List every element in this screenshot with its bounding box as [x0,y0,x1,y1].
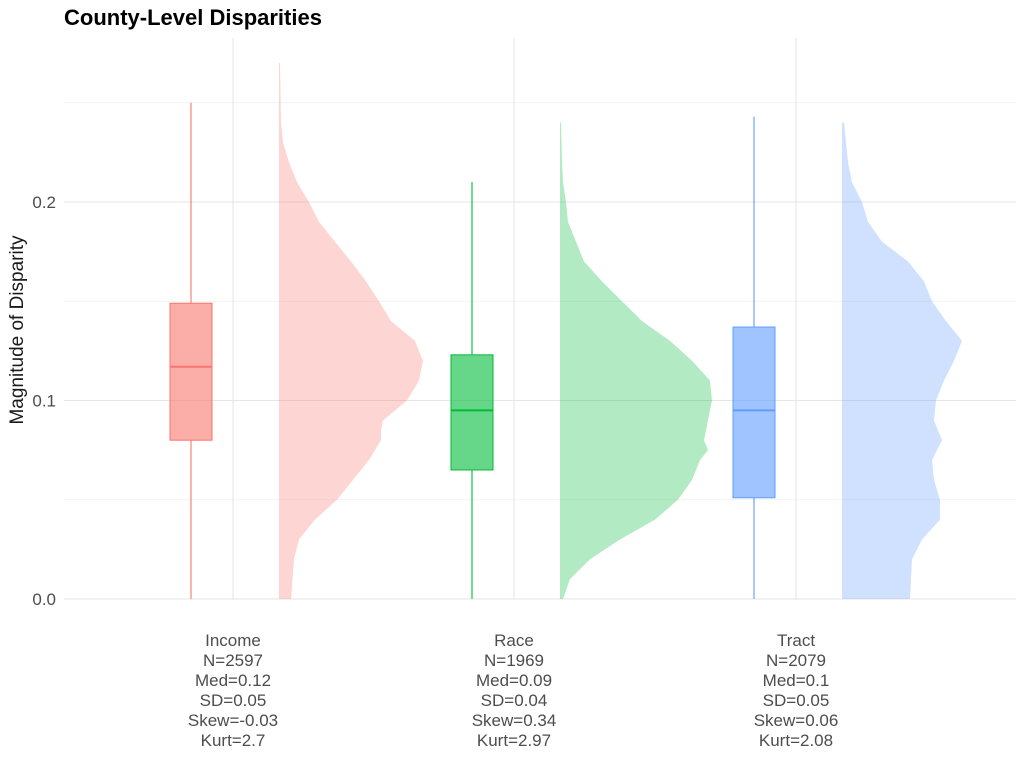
category-stat: Kurt=2.08 [758,731,834,750]
x-tick-label-tract: Tract N=2079 Med=0.1 SD=0.05 Skew=0.06 Kurt=2… [711,631,881,751]
category-stat: N=1969 [483,651,545,670]
y-tick-label: 0.1 [32,392,56,411]
density-cloud-race [560,122,712,599]
density-cloud-tract [842,122,962,599]
category-stat: Skew=-0.03 [187,711,279,730]
category-stat: Med=0.12 [194,671,272,690]
category-stat: N=2079 [765,651,827,670]
category-name: Tract [776,631,816,650]
category-stat: Kurt=2.7 [200,731,266,750]
category-stat: Skew=0.34 [471,711,557,730]
category-name: Race [494,631,534,650]
category-stat: N=2597 [202,651,264,670]
chart-title: County-Level Disparities [64,5,322,30]
box-race [450,354,494,471]
category-stat: SD=0.05 [199,691,267,710]
box-income [169,302,213,441]
category-stat: SD=0.05 [762,691,830,710]
category-stat: Med=0.1 [762,671,830,690]
density-cloud-income [279,63,423,599]
category-stat: SD=0.04 [480,691,548,710]
category-stat: Skew=0.06 [753,711,839,730]
category-name: Income [205,631,261,650]
box-tract [732,326,776,499]
category-stat: Kurt=2.97 [476,731,552,750]
y-tick-label: 0.2 [32,193,56,212]
x-tick-label-income: Income N=2597 Med=0.12 SD=0.05 Skew=-0.03 Kur… [148,631,318,751]
y-tick-label: 0.0 [32,590,56,609]
category-stat: Med=0.09 [475,671,553,690]
x-tick-label-race: Race N=1969 Med=0.09 SD=0.04 Skew=0.34 Kurt=2… [429,631,599,751]
